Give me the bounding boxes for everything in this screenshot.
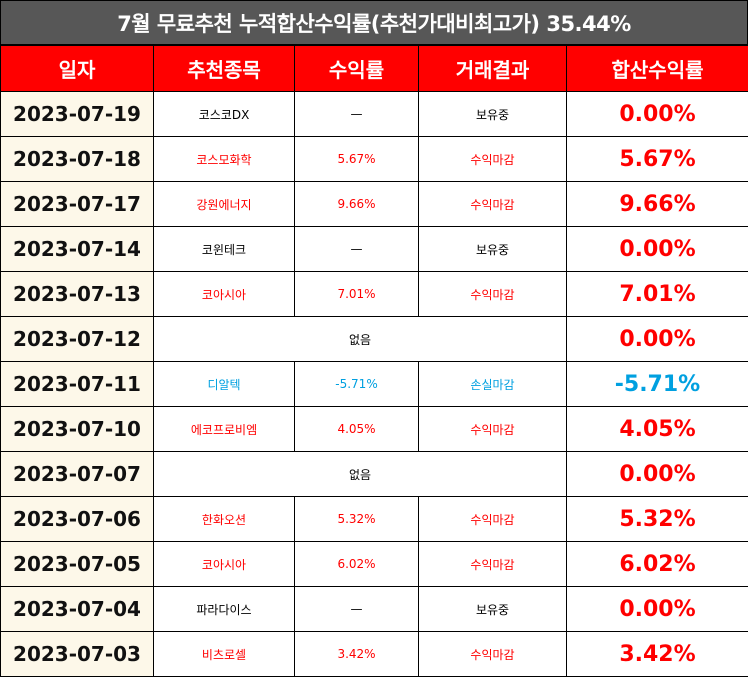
stock-cell: 코스코DX: [154, 92, 295, 137]
total-cell: 0.00%: [567, 317, 748, 362]
date-cell: 2023-07-04: [1, 587, 154, 632]
rate-cell: -5.71%: [295, 362, 419, 407]
rate-cell: —: [295, 92, 419, 137]
date-cell: 2023-07-12: [1, 317, 154, 362]
rate-cell: 5.67%: [295, 137, 419, 182]
date-cell: 2023-07-03: [1, 632, 154, 677]
result-cell: 수익마감: [419, 272, 567, 317]
rate-cell: —: [295, 587, 419, 632]
stock-cell: 코아시아: [154, 542, 295, 587]
header-rate: 수익률: [295, 46, 419, 92]
result-cell: 수익마감: [419, 542, 567, 587]
date-cell: 2023-07-07: [1, 452, 154, 497]
stock-cell: 없음: [154, 452, 567, 497]
result-cell: 수익마감: [419, 632, 567, 677]
total-cell: 0.00%: [567, 452, 748, 497]
rate-cell: 9.66%: [295, 182, 419, 227]
total-cell: 5.32%: [567, 497, 748, 542]
result-cell: 수익마감: [419, 497, 567, 542]
date-cell: 2023-07-05: [1, 542, 154, 587]
result-cell: 수익마감: [419, 182, 567, 227]
total-cell: 0.00%: [567, 587, 748, 632]
date-cell: 2023-07-18: [1, 137, 154, 182]
date-cell: 2023-07-14: [1, 227, 154, 272]
header-row: 일자 추천종목 수익률 거래결과 합산수익률: [1, 46, 748, 92]
stock-cell: 코윈테크: [154, 227, 295, 272]
total-cell: 6.02%: [567, 542, 748, 587]
stock-cell: 에코프로비엠: [154, 407, 295, 452]
header-date: 일자: [1, 46, 154, 92]
stock-cell: 없음: [154, 317, 567, 362]
header-stock: 추천종목: [154, 46, 295, 92]
result-cell: 수익마감: [419, 407, 567, 452]
stock-cell: 한화오션: [154, 497, 295, 542]
rate-cell: 5.32%: [295, 497, 419, 542]
result-cell: 보유중: [419, 92, 567, 137]
total-cell: 5.67%: [567, 137, 748, 182]
stock-cell: 파라다이스: [154, 587, 295, 632]
total-cell: -5.71%: [567, 362, 748, 407]
rate-cell: 7.01%: [295, 272, 419, 317]
rate-cell: 4.05%: [295, 407, 419, 452]
total-cell: 0.00%: [567, 227, 748, 272]
date-cell: 2023-07-11: [1, 362, 154, 407]
result-cell: 보유중: [419, 587, 567, 632]
stock-cell: 코아시아: [154, 272, 295, 317]
rate-cell: 3.42%: [295, 632, 419, 677]
header-total: 합산수익률: [567, 46, 748, 92]
stock-cell: 코스모화학: [154, 137, 295, 182]
stock-cell: 강원에너지: [154, 182, 295, 227]
date-cell: 2023-07-19: [1, 92, 154, 137]
total-cell: 3.42%: [567, 632, 748, 677]
stock-cell: 비츠로셀: [154, 632, 295, 677]
date-cell: 2023-07-17: [1, 182, 154, 227]
result-cell: 수익마감: [419, 137, 567, 182]
date-cell: 2023-07-06: [1, 497, 154, 542]
stock-cell: 디알텍: [154, 362, 295, 407]
total-cell: 4.05%: [567, 407, 748, 452]
rate-cell: —: [295, 227, 419, 272]
date-cell: 2023-07-13: [1, 272, 154, 317]
header-result: 거래결과: [419, 46, 567, 92]
result-cell: 손실마감: [419, 362, 567, 407]
date-cell: 2023-07-10: [1, 407, 154, 452]
total-cell: 7.01%: [567, 272, 748, 317]
total-cell: 9.66%: [567, 182, 748, 227]
rate-cell: 6.02%: [295, 542, 419, 587]
result-cell: 보유중: [419, 227, 567, 272]
total-cell: 0.00%: [567, 92, 748, 137]
page-title: 7월 무료추천 누적합산수익률(추천가대비최고가) 35.44%: [0, 0, 748, 45]
